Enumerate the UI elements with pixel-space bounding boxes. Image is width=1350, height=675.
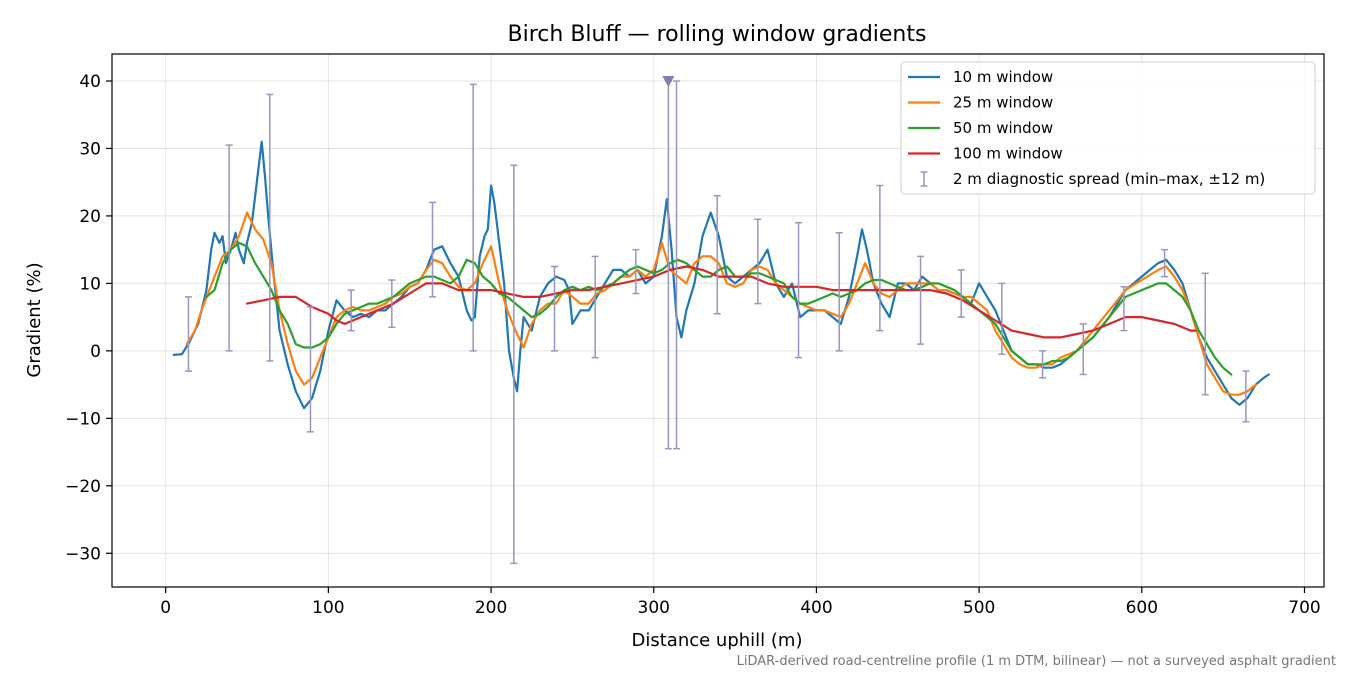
footnote: LiDAR-derived road-centreline profile (1… (737, 654, 1336, 669)
spread-bar (510, 164, 518, 565)
spread-bar (713, 194, 721, 315)
legend-label: 2 m diagnostic spread (min–max, ±12 m) (953, 170, 1265, 188)
legend-entry: 10 m window (908, 68, 1053, 86)
x-tick-label: 400 (800, 598, 832, 618)
y-tick-label: −10 (65, 409, 101, 429)
spread-bar (957, 269, 965, 318)
x-tick-label: 300 (638, 598, 670, 618)
x-tick-label: 0 (160, 598, 171, 618)
spread-bar (1079, 323, 1087, 376)
spread-bar (184, 296, 192, 372)
x-tick-label: 500 (963, 598, 995, 618)
spread-bar (428, 201, 436, 298)
spread-bar (347, 289, 355, 332)
y-tick-label: 40 (79, 72, 101, 92)
clipped-marker (662, 75, 675, 87)
series-line (245, 265, 1197, 339)
x-axis-label: Distance uphill (m) (632, 630, 803, 651)
y-tick-label: 10 (79, 274, 101, 294)
x-tick-label: 100 (312, 598, 344, 618)
spread-bar (469, 83, 477, 352)
spread-bar (754, 218, 762, 305)
spread-bar (266, 93, 274, 362)
legend-entry: 50 m window (908, 119, 1053, 137)
y-tick-label: 30 (79, 139, 101, 159)
spread-bar (306, 306, 314, 433)
spread-bar (551, 265, 559, 352)
legend-entry: 25 m window (908, 94, 1053, 112)
legend-label: 10 m window (953, 68, 1053, 86)
series-line (185, 211, 1257, 396)
spread-bar (673, 80, 681, 450)
y-tick-label: −30 (65, 544, 101, 564)
spread-bar (917, 255, 925, 345)
spread-bar (1161, 248, 1169, 278)
legend-label: 100 m window (953, 145, 1063, 163)
series-lines (172, 140, 1270, 410)
x-tick-label: 200 (475, 598, 507, 618)
x-tick-label: 700 (1288, 598, 1320, 618)
spread-bar (1201, 272, 1209, 396)
spread-bar (632, 248, 640, 295)
spread-bar (1242, 370, 1250, 423)
legend: 10 m window 25 m window 50 m window 100 m w… (900, 61, 1316, 195)
spread-bar (664, 80, 672, 450)
legend-entry: 2 m diagnostic spread (min–max, ±12 m) (920, 170, 1265, 188)
spread-bar (591, 255, 599, 359)
spread-bar (795, 221, 803, 359)
axis-ticks: 0 100 200 300 400 500 600 700 −30 −20 −10 0 10 20 30 40 (65, 72, 1321, 618)
spread-bar (998, 282, 1006, 355)
spread-bar (1039, 350, 1047, 379)
spread-bar (876, 184, 884, 332)
spread-bar (1120, 286, 1128, 332)
chart-title: Birch Bluff — rolling window gradients (508, 22, 927, 47)
x-tick-label: 600 (1126, 598, 1158, 618)
plot-frame (111, 53, 1325, 588)
y-tick-label: −20 (65, 477, 101, 497)
series-line (205, 241, 1233, 376)
diagnostic-spread-bars (184, 75, 1250, 565)
y-axis-label: Gradient (%) (24, 262, 45, 377)
legend-entry: 100 m window (908, 145, 1063, 163)
spread-bar (388, 279, 396, 328)
y-tick-label: 0 (90, 342, 101, 362)
legend-label: 50 m window (953, 119, 1053, 137)
y-tick-label: 20 (79, 207, 101, 227)
legend-label: 25 m window (953, 94, 1053, 112)
spread-bar (835, 232, 843, 352)
legend-box (900, 61, 1316, 195)
spread-bar (225, 144, 233, 352)
